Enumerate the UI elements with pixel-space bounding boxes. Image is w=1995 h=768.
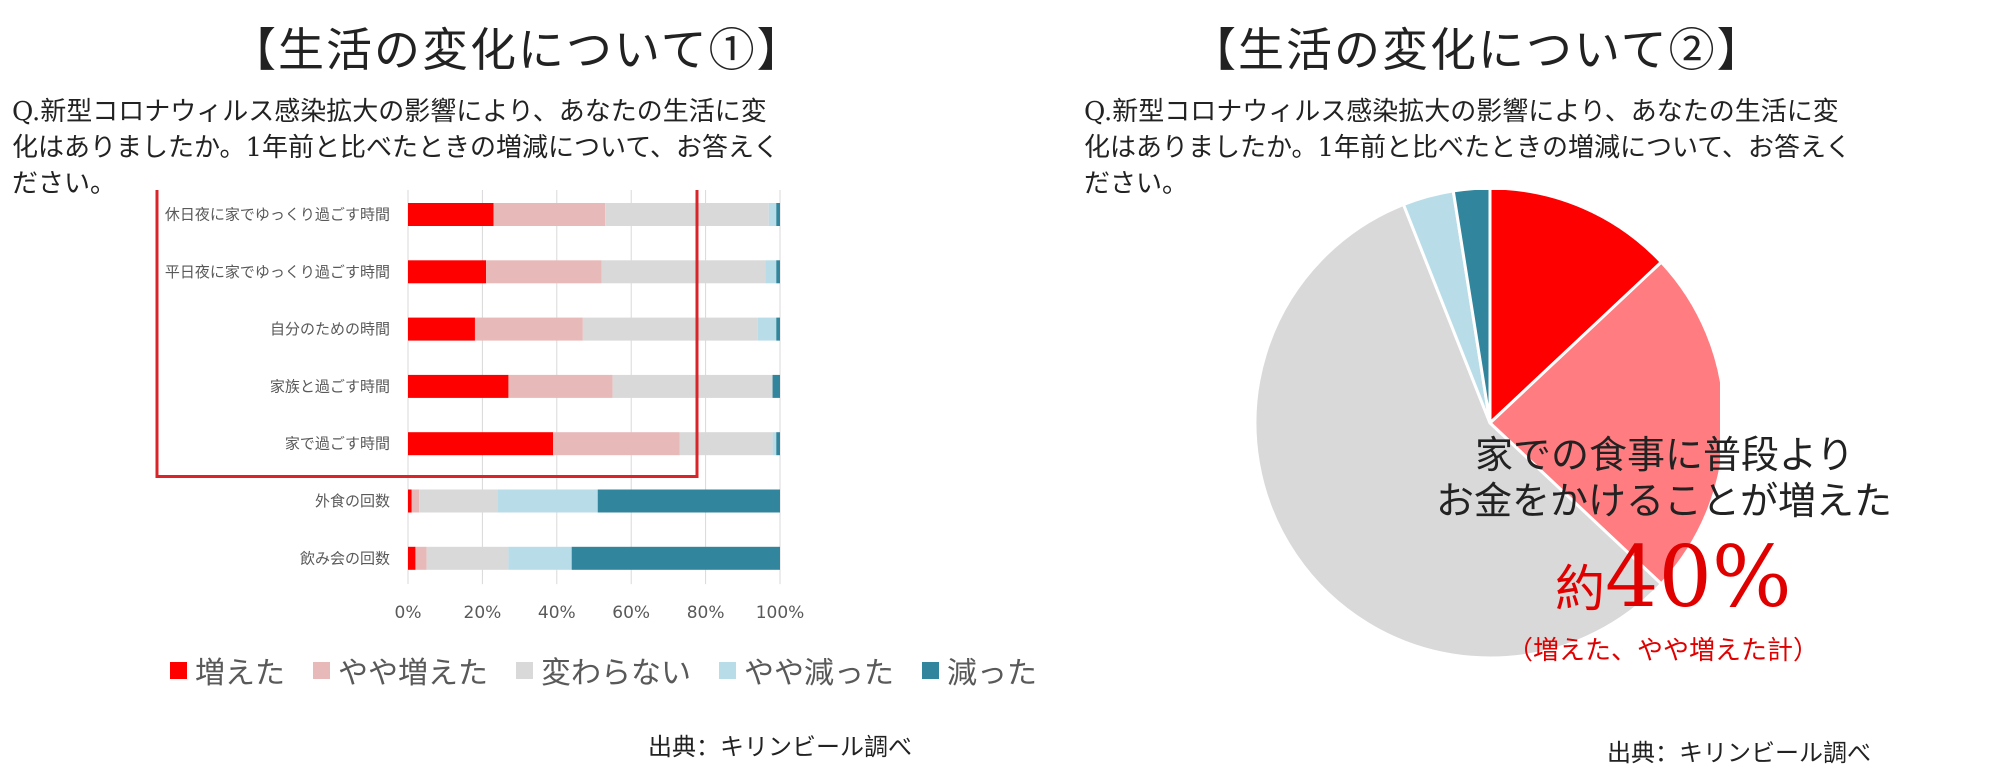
bar-segment bbox=[612, 374, 773, 398]
right-source: 出典：キリンビール調べ bbox=[1607, 739, 1871, 767]
pie-chart bbox=[1253, 190, 1720, 660]
category-label: 自分のための時間 bbox=[270, 320, 390, 338]
bar-segment bbox=[768, 203, 777, 226]
callout-note: （増えた、やや増えた計） bbox=[1507, 636, 1820, 666]
bar-segment bbox=[474, 317, 583, 341]
bar-segment bbox=[408, 260, 487, 284]
bar-segment bbox=[776, 432, 780, 456]
callout-line-1: 家での食事に普段より bbox=[1475, 433, 1855, 477]
x-tick-label: 100% bbox=[756, 603, 805, 623]
legend-label-slightly-decreased: やや減った bbox=[744, 656, 894, 691]
legend-label-slightly-increased: やや増えた bbox=[338, 656, 488, 691]
bar-segment bbox=[486, 260, 602, 284]
x-tick-label: 20% bbox=[464, 603, 502, 623]
bar-segment bbox=[776, 203, 780, 226]
left-question-line-3: ださい。 bbox=[12, 169, 117, 199]
right-question-line-1: Q.新型コロナウィルス感染拡大の影響により、あなたの生活に変 bbox=[1084, 97, 1839, 127]
legend-item-slightly-decreased: やや減った bbox=[719, 648, 894, 692]
bar-segment bbox=[408, 317, 475, 341]
legend-item-increased: 増えた bbox=[170, 648, 285, 692]
legend-swatch-slightly-decreased bbox=[719, 661, 736, 679]
legend-label-unchanged: 変わらない bbox=[541, 656, 691, 691]
category-label: 外食の回数 bbox=[315, 492, 390, 510]
bar-segment bbox=[408, 546, 416, 570]
left-source: 出典：キリンビール調べ bbox=[648, 733, 912, 761]
bar-segment bbox=[408, 203, 494, 226]
callout-percent-value: 40% bbox=[1605, 528, 1792, 626]
left-question-line-1: Q.新型コロナウィルス感染拡大の影響により、あなたの生活に変 bbox=[12, 97, 767, 127]
category-label: 休日夜に家でゆっくり過ごす時間 bbox=[165, 206, 390, 224]
bar-segment bbox=[508, 546, 572, 570]
x-tick-label: 60% bbox=[612, 603, 650, 623]
x-tick-label: 40% bbox=[538, 603, 576, 623]
right-question: Q.新型コロナウィルス感染拡大の影響により、あなたの生活に変 化はありましたか。… bbox=[1084, 94, 1851, 202]
legend-label-decreased: 減った bbox=[947, 656, 1037, 691]
left-question: Q.新型コロナウィルス感染拡大の影響により、あなたの生活に変 化はありましたか。… bbox=[12, 94, 779, 202]
category-label: 家族と過ごす時間 bbox=[270, 377, 390, 395]
bar-chart-legend: 増えた やや増えた 変わらない やや減った 減った bbox=[170, 648, 1065, 692]
legend-item-slightly-increased: やや増えた bbox=[313, 648, 488, 692]
category-label: 平日夜に家でゆっくり過ごす時間 bbox=[165, 263, 390, 281]
right-question-line-3: ださい。 bbox=[1084, 169, 1189, 199]
pie-slice bbox=[1451, 190, 1492, 424]
bar-segment bbox=[597, 489, 780, 513]
legend-swatch-unchanged bbox=[516, 661, 533, 679]
highlight-box bbox=[155, 190, 699, 478]
bar-segment bbox=[776, 317, 780, 341]
callout-line-2: お金をかけることが増えた bbox=[1436, 479, 1893, 523]
bar-segment bbox=[679, 432, 773, 456]
bar-segment bbox=[408, 374, 509, 398]
bar-segment bbox=[765, 260, 777, 284]
pie-slice bbox=[1488, 190, 1664, 427]
bar-segment bbox=[772, 374, 780, 398]
right-title: 【生活の変化について②】 bbox=[1190, 23, 1765, 77]
bar-segment bbox=[582, 317, 758, 341]
pie-slice bbox=[1487, 260, 1720, 586]
pie-slice bbox=[1253, 202, 1664, 660]
bar-segment bbox=[601, 260, 766, 284]
x-tick-label: 80% bbox=[687, 603, 725, 623]
bar-segment bbox=[553, 432, 680, 456]
legend-label-increased: 増えた bbox=[195, 656, 285, 691]
callout-percentage: 約40% bbox=[1555, 528, 1792, 626]
bar-segment bbox=[419, 489, 498, 513]
bar-segment bbox=[571, 546, 780, 570]
legend-swatch-decreased bbox=[922, 661, 939, 679]
bar-segment bbox=[426, 546, 509, 570]
legend-swatch-increased bbox=[170, 661, 187, 679]
legend-item-decreased: 減った bbox=[922, 648, 1037, 692]
bar-segment bbox=[508, 374, 613, 398]
bar-segment bbox=[493, 203, 606, 226]
bar-segment bbox=[415, 546, 427, 570]
bar-segment bbox=[497, 489, 598, 513]
bar-segment bbox=[408, 432, 554, 456]
category-label: 家で過ごす時間 bbox=[285, 435, 390, 453]
bar-segment bbox=[776, 260, 780, 284]
legend-swatch-slightly-increased bbox=[313, 661, 330, 679]
bar-segment bbox=[772, 432, 777, 456]
right-question-line-2: 化はありましたか。1年前と比べたときの増減について、お答えく bbox=[1084, 133, 1852, 163]
bar-segment bbox=[411, 489, 420, 513]
bar-segment bbox=[757, 317, 777, 341]
stacked-bar-chart: 0% 20% 40% 60% 80% 100% 休日夜に家でゆっくり過ごす時間平日夜に家でゆ… bbox=[155, 190, 805, 623]
category-label: 飲み会の回数 bbox=[300, 549, 390, 567]
legend-item-unchanged: 変わらない bbox=[516, 648, 691, 692]
bar-segment bbox=[408, 489, 412, 513]
left-title: 【生活の変化について①】 bbox=[230, 23, 805, 77]
bar-segment bbox=[605, 203, 769, 226]
x-tick-label: 0% bbox=[395, 603, 422, 623]
left-question-line-2: 化はありましたか。1年前と比べたときの増減について、お答えく bbox=[12, 133, 780, 163]
callout-prefix: 約 bbox=[1555, 560, 1605, 618]
